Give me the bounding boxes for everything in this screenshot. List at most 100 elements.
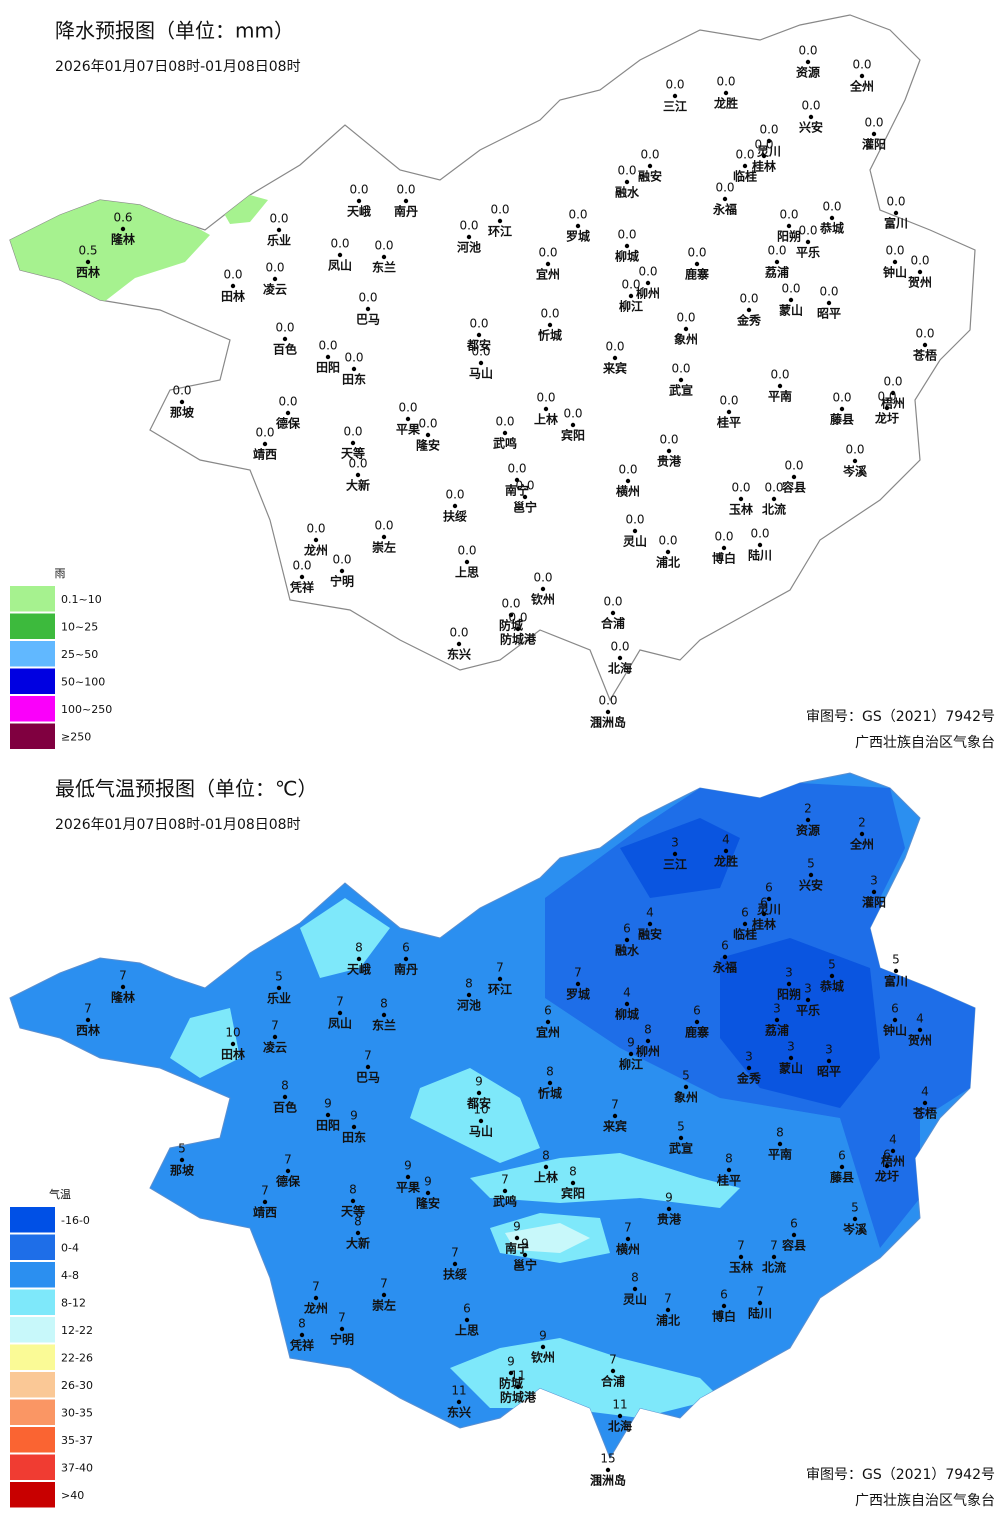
station-name: 涠洲岛 [590, 1473, 626, 1488]
station-name: 浦北 [656, 555, 680, 570]
station-value: 9 [475, 1075, 483, 1089]
station-name: 灵山 [623, 1292, 647, 1307]
station-value: 0.0 [330, 237, 349, 251]
station-name: 德保 [276, 1174, 301, 1189]
station-value: 0.0 [832, 391, 851, 405]
station-value: 6 [544, 1004, 552, 1018]
station-dot [497, 218, 503, 224]
station-value: 7 [338, 1311, 346, 1325]
station-name: 南宁 [505, 483, 529, 498]
station-name: 融水 [615, 185, 640, 200]
station-dot [545, 1019, 551, 1025]
legend-swatch [10, 586, 55, 612]
station-value: 9 [324, 1097, 332, 1111]
station-dot [771, 1254, 777, 1260]
station-dot [884, 405, 890, 411]
station-value: 7 [364, 1049, 372, 1063]
footer-text: 广西壮族自治区气象台 [855, 735, 995, 751]
station-name: 鹿寨 [685, 267, 709, 282]
station-name: 上思 [455, 1323, 479, 1338]
station-dot [605, 709, 611, 715]
station-name: 防城港 [500, 1390, 537, 1405]
legend-swatch [10, 696, 55, 722]
station-value: 0.0 [318, 339, 337, 353]
station-dot [774, 1017, 780, 1023]
station-name: 田东 [342, 372, 366, 387]
station-name: 合浦 [601, 1374, 625, 1389]
station-value: 0.0 [507, 462, 526, 476]
station-name: 西林 [76, 265, 100, 280]
station-dot [262, 1199, 268, 1205]
station-value: 0.0 [735, 148, 754, 162]
station-name: 邕宁 [513, 1258, 537, 1273]
station-name: 融安 [638, 927, 662, 942]
station-dot [771, 496, 777, 502]
station-value: 7 [271, 1019, 279, 1033]
station-value: 0.0 [343, 425, 362, 439]
station-name: 巴马 [356, 1071, 380, 1085]
station-name: 永福 [712, 202, 737, 217]
station-name: 象州 [674, 1090, 698, 1105]
station-value: 0.0 [754, 138, 773, 152]
station-name: 桂林 [751, 159, 776, 174]
legend-swatch [10, 668, 55, 694]
station-dot [839, 406, 845, 412]
station-name: 凤山 [328, 258, 352, 273]
station-dot [678, 1135, 684, 1141]
station-name: 乐业 [267, 233, 291, 248]
station-value: 0.0 [540, 307, 559, 321]
legend-label: ≥250 [61, 730, 91, 743]
station-dot [425, 1190, 431, 1196]
station-name: 崇左 [372, 1298, 396, 1313]
station-name: 兴安 [799, 120, 823, 135]
station-value: 0.0 [625, 513, 644, 527]
legend-label: 25~50 [61, 648, 98, 661]
legend-swatch [10, 1344, 55, 1370]
station-dot [890, 390, 896, 396]
legend-label: 50~100 [61, 675, 105, 688]
station-name: 都安 [466, 1096, 491, 1111]
station-dot [120, 226, 126, 232]
legend-label: 37-40 [61, 1461, 93, 1474]
station-value: 0.0 [864, 116, 883, 130]
station-value: 0.0 [172, 384, 191, 398]
station-dot [746, 307, 752, 313]
station-dot [624, 1001, 630, 1007]
station-dot [230, 283, 236, 289]
station-value: 7 [496, 961, 504, 975]
station-dot [605, 1467, 611, 1473]
station-dot [403, 956, 409, 962]
station-dot [350, 1198, 356, 1204]
station-value: 7 [574, 966, 582, 980]
station-value: 3 [804, 982, 812, 996]
legend-swatch [10, 1482, 55, 1508]
station-value: 0.0 [610, 640, 629, 654]
station-name: 桂平 [716, 415, 741, 430]
station-value: 11 [451, 1384, 466, 1398]
legend-label: 22-26 [61, 1351, 93, 1364]
station-name: 融水 [615, 943, 640, 958]
station-value: 0.0 [275, 321, 294, 335]
station-name: 平南 [768, 1147, 792, 1162]
station-name: 扶绥 [443, 509, 467, 524]
station-dot [478, 1118, 484, 1124]
station-value: 0.0 [731, 481, 750, 495]
station-name: 田林 [221, 289, 245, 304]
station-name: 百色 [273, 1100, 297, 1115]
station-value: 4 [646, 906, 654, 920]
station-dot [871, 131, 877, 137]
station-value: 0.0 [716, 75, 735, 89]
legend-swatch [10, 1207, 55, 1233]
legend-label: 8-12 [61, 1296, 86, 1309]
station-dot [766, 138, 772, 144]
station-dot [665, 549, 671, 555]
station-name: 天等 [341, 446, 365, 461]
station-value: 4 [921, 1085, 929, 1099]
station-dot [757, 542, 763, 548]
station-dot [313, 1295, 319, 1301]
station-value: 6 [402, 941, 410, 955]
station-dot [456, 641, 462, 647]
station-name: 平南 [768, 389, 792, 404]
station-value: 7 [501, 1173, 509, 1187]
station-name: 田东 [342, 1130, 366, 1145]
